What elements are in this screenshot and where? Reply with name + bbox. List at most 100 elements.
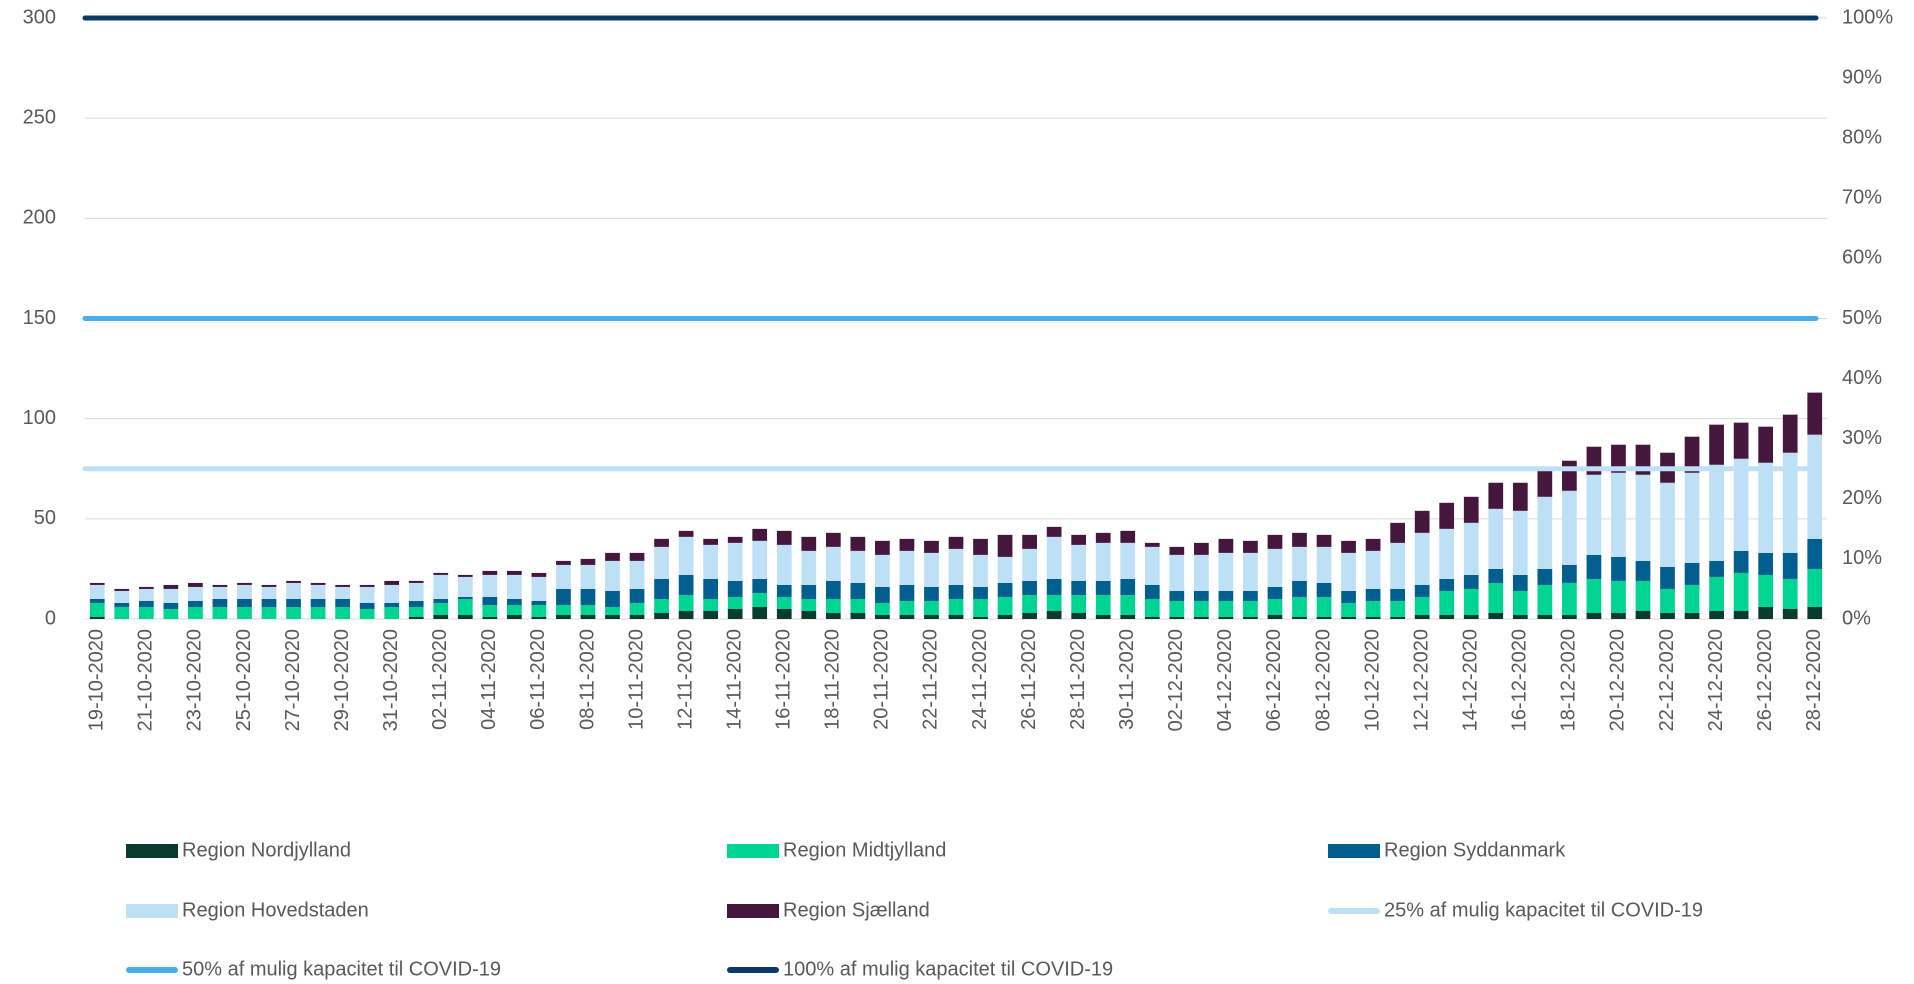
bar-segment: [188, 586, 203, 601]
bar-segment: [1243, 540, 1258, 553]
y2-tick-label: 70%: [1842, 187, 1882, 209]
bar-segment: [1022, 612, 1037, 619]
bar-segment: [433, 574, 449, 599]
bar-segment: [1733, 422, 1749, 459]
bar-segment: [163, 608, 179, 619]
bar-segment: [531, 600, 547, 605]
bar-segment: [507, 570, 522, 575]
x-tick-label: 18-12-2020: [1558, 629, 1580, 731]
bar-segment: [1611, 556, 1626, 581]
bar-segment: [948, 536, 964, 549]
y2-tick-label: 90%: [1842, 66, 1882, 88]
bar-segment: [1414, 532, 1430, 585]
bar-segment: [286, 606, 301, 619]
x-tick-label: 12-12-2020: [1410, 629, 1432, 731]
bar-segment: [825, 580, 841, 599]
bar-segment: [1512, 614, 1528, 619]
bar-segment: [1022, 594, 1037, 613]
bar-segment: [703, 598, 719, 611]
bar-segment: [359, 584, 375, 587]
bar-segment: [752, 592, 768, 607]
bar-segment: [580, 614, 596, 619]
bar-segment: [1169, 546, 1185, 555]
bar-segment: [1709, 576, 1724, 611]
bar-segment: [1022, 548, 1037, 581]
bar-segment: [212, 584, 228, 587]
bar-segment: [1341, 552, 1356, 591]
bar-segment: [556, 604, 571, 615]
bar-segment: [1292, 546, 1307, 581]
bar-segment: [384, 606, 400, 619]
bar-segment: [335, 606, 350, 619]
bar-segment: [605, 552, 620, 561]
bar-segment: [825, 532, 841, 547]
bar-segment: [948, 614, 964, 619]
bar-segment: [212, 598, 228, 607]
bar-segment: [1611, 444, 1626, 473]
bar-segment: [1660, 566, 1675, 589]
bar-segment: [678, 530, 694, 537]
bar-segment: [948, 584, 964, 599]
bar-segment: [1562, 564, 1577, 583]
bar-segment: [654, 546, 669, 579]
legend-swatch: [727, 844, 779, 858]
x-tick-label: 16-11-2020: [773, 629, 795, 730]
bar-segment: [1439, 590, 1455, 615]
bar-segment: [899, 600, 915, 615]
bar-segment: [924, 552, 939, 587]
bar-segment: [1660, 482, 1675, 567]
bar-segment: [188, 606, 203, 619]
bar-segment: [924, 614, 939, 619]
bar-segment: [1586, 612, 1602, 619]
bar-segment: [188, 600, 203, 607]
x-tick-label: 02-11-2020: [429, 629, 451, 730]
x-tick-label: 06-12-2020: [1263, 629, 1285, 731]
bar-segment: [1144, 542, 1160, 547]
bar-segment: [261, 598, 277, 607]
bar-segment: [408, 600, 424, 607]
bar-segment: [556, 614, 571, 619]
bar-segment: [359, 586, 375, 603]
bar-segment: [875, 554, 890, 587]
bar-segment: [1218, 552, 1234, 591]
bar-segment: [1463, 496, 1479, 523]
bar-segment: [1439, 502, 1455, 529]
bar-segment: [1267, 614, 1283, 619]
bar-segment: [1193, 590, 1209, 601]
bar-segment: [1463, 614, 1479, 619]
bar-segment: [457, 598, 473, 615]
bar-segment: [359, 602, 375, 609]
x-tick-label: 26-12-2020: [1754, 629, 1776, 731]
bar-segment: [1095, 580, 1111, 595]
legend-swatch: [126, 904, 178, 918]
bar-segment: [629, 614, 645, 619]
bar-segment: [163, 602, 179, 609]
bar-segment: [997, 556, 1013, 583]
bar-segment: [1782, 608, 1798, 619]
y-tick-label: 300: [23, 6, 56, 28]
x-tick-label: 29-10-2020: [331, 629, 353, 731]
bar-segment: [1512, 574, 1528, 591]
bar-segment: [1095, 614, 1111, 619]
bar-segment: [1341, 616, 1356, 619]
x-tick-label: 08-11-2020: [576, 629, 598, 730]
bar-segment: [1365, 600, 1381, 617]
bar-segment: [237, 598, 252, 607]
x-tick-label: 30-11-2020: [1116, 629, 1138, 730]
bar-segment: [384, 602, 400, 607]
bar-segment: [1709, 560, 1724, 577]
bar-segment: [899, 538, 915, 551]
x-tick-label: 28-11-2020: [1067, 629, 1089, 730]
y-tick-label: 0: [45, 607, 56, 629]
bar-segment: [727, 580, 743, 597]
bar-segment: [1782, 452, 1798, 553]
bar-segment: [1758, 462, 1774, 553]
bar-segment: [605, 614, 620, 619]
bar-segment: [629, 552, 645, 561]
bar-segment: [1537, 614, 1553, 619]
bar-segment: [1807, 538, 1823, 569]
bar-segment: [433, 602, 449, 615]
bar-segment: [1660, 612, 1675, 619]
legend-label: Region Syddanmark: [1384, 839, 1566, 861]
bar-segment: [875, 586, 890, 603]
